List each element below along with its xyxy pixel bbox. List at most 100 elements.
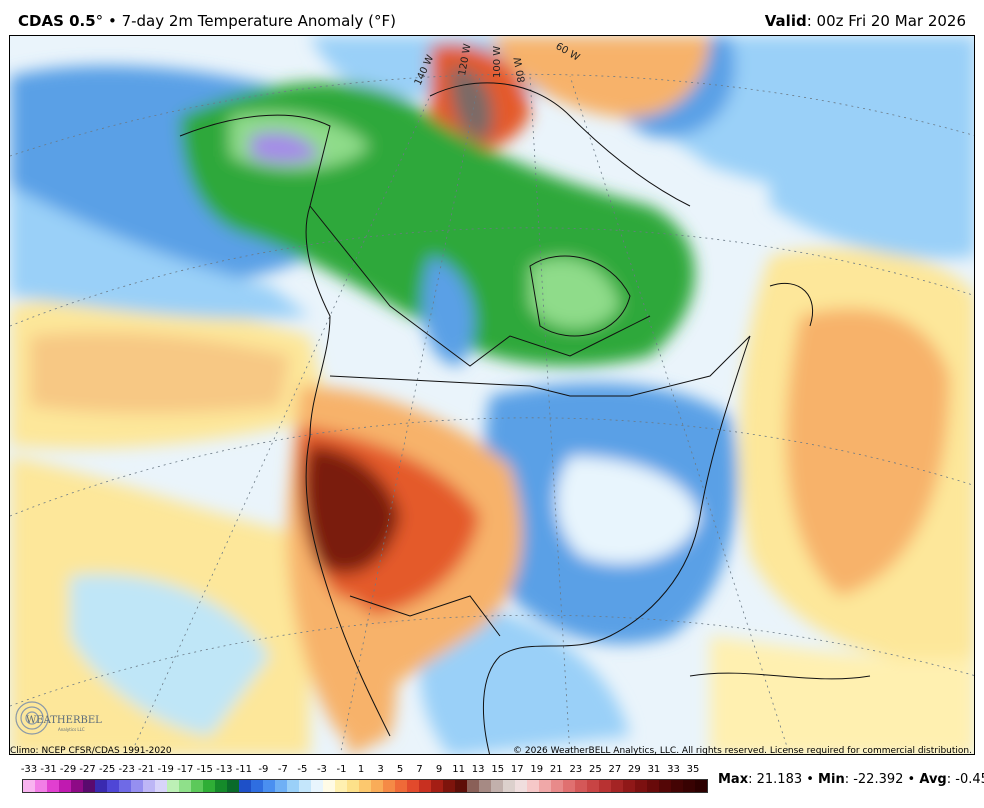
legend-tick-label: 17 [510,764,524,775]
hudson-bay-coast [529,255,631,337]
legend-tick-label: 29 [628,764,641,775]
parallel-line [10,227,974,327]
legend-swatch [95,780,107,792]
header: CDAS 0.5° • 7-day 2m Temperature Anomaly… [0,0,984,34]
us-mexico-border [349,595,501,637]
north-atlantic-cool-region [770,103,974,259]
legend-swatch [143,780,155,792]
legend-swatch [515,780,527,792]
anomaly-map: 140 W 120 W 100 W 80 W 60 W [9,35,975,755]
legend-swatch [587,780,599,792]
legend-swatch [155,780,167,792]
legend-swatch [635,780,647,792]
min-label: Min [818,772,845,787]
west-coastline [179,114,391,737]
pacific-warm-core [30,332,290,414]
legend-tick-label: 5 [396,764,404,775]
legend-tick-label: 27 [608,764,622,775]
legend-swatch [251,780,263,792]
legend-tick-label: -19 [157,764,174,775]
max-value: : 21.183 [748,772,803,787]
caribbean-islands [689,672,871,680]
atlantic-warm-core [785,308,950,596]
legend-swatch [263,780,275,792]
east-coastline [483,335,751,754]
legend-swatch [359,780,371,792]
title-bullet: • [103,12,117,30]
legend-swatch [275,780,287,792]
map-title: CDAS 0.5° • 7-day 2m Temperature Anomaly… [18,12,396,30]
legend-tick-label: 35 [686,764,700,775]
legend-swatch [455,780,467,792]
us-canada-border [329,335,751,397]
legend-swatch [347,780,359,792]
legend-labels: -33 -31 -29 -27 -25 -23 -21 -19 -17 -15 -13 -11 -9 -7… [14,764,704,778]
legend-tick-label: 25 [588,764,602,775]
copyright-notice: © 2026 WeatherBELL Analytics, LLC. All r… [513,746,972,756]
legend-tick-label: 9 [435,764,443,775]
meridian-line [340,75,481,754]
legend-tick-label: 19 [530,764,544,775]
legend-swatch [227,780,239,792]
legend-swatch [419,780,431,792]
valid-value: : 00z Fri 20 Mar 2026 [806,12,966,30]
swirl-icon [15,701,49,735]
legend-swatch [287,780,299,792]
min-value: : -22.392 [844,772,904,787]
legend-swatch [203,780,215,792]
legend-tick-label: -21 [138,764,155,775]
legend-tick-label: 11 [452,764,466,775]
legend-swatch [83,780,95,792]
meridian-line [130,95,431,754]
legend-tick-label: 13 [471,764,485,775]
legend-tick-label: -9 [258,764,269,775]
legend-tick-label: -25 [98,764,116,775]
legend-tick-label: -31 [40,764,57,775]
legend-swatch [179,780,191,792]
legend-tick-label: -29 [59,764,77,775]
legend-swatch [611,780,623,792]
parallel-line [10,614,974,707]
legend-tick-label: 1 [357,764,365,775]
legend-tick-label: 31 [647,764,661,775]
legend-swatch [539,780,551,792]
legend-swatch [47,780,59,792]
boundaries [179,82,871,754]
legend-swatch [395,780,407,792]
legend-swatch [119,780,131,792]
degree-sign: ° [95,12,104,30]
legend-swatch [107,780,119,792]
prairie-cold-region [421,256,475,366]
legend-swatch [191,780,203,792]
anomaly-field [10,36,974,754]
legend-tick-label: -15 [196,764,213,775]
legend-tick-label: -13 [216,764,233,775]
legend-swatch [35,780,47,792]
legend-tick-label: 15 [491,764,505,775]
canada-interior-border [309,205,651,367]
legend-swatch [563,780,575,792]
graticule [10,73,974,754]
legend-swatch [335,780,347,792]
hudson-bay-cold-core [530,258,620,329]
parallel-line [10,73,974,157]
legend-swatch [59,780,71,792]
alaska-extreme-core [250,132,320,164]
legend-swatch [575,780,587,792]
avg-value: : -0.450 [946,772,984,787]
legend-tick-label: -33 [20,764,38,775]
legend-colorbar [22,779,708,793]
logo-subtext: Analytics LLC [58,727,85,732]
legend-swatch [311,780,323,792]
legend-swatch [71,780,83,792]
legend-swatch [623,780,635,792]
field-stats: Max: 21.183 • Min: -22.392 • Avg: -0.450 [718,772,984,787]
legend-tick-label: 33 [667,764,680,775]
legend-tick-label: -27 [79,764,96,775]
legend-swatch [683,780,695,792]
legend-swatch [131,780,143,792]
legend-tick-label: -5 [297,764,308,775]
valid-time: Valid: 00z Fri 20 Mar 2026 [765,12,966,30]
legend-tick-label: -7 [277,764,288,775]
legend-swatch [323,780,335,792]
